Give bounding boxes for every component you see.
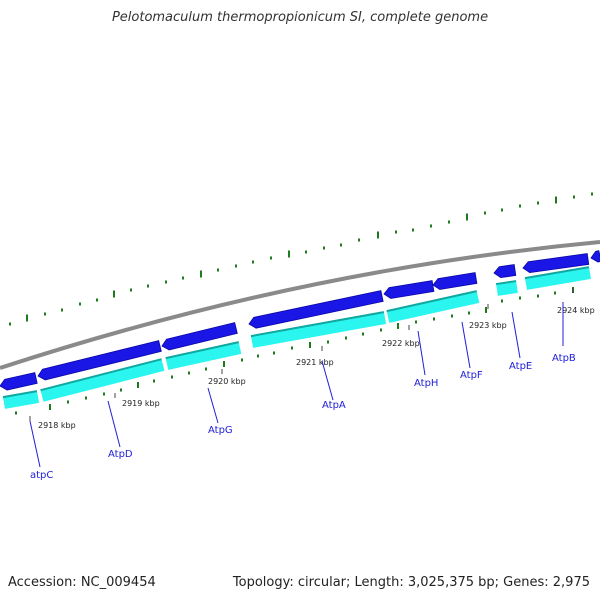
cds-bar-edge [495, 280, 517, 286]
gc-skew-ticks [9, 192, 593, 415]
cds-bar-edge [40, 358, 162, 392]
gene-label-atpd: AtpD [108, 449, 133, 460]
scale-ticks: 2918 kbp 2919 kbp 2920 kbp 2921 kbp 2922 kbp… [29, 288, 595, 430]
genome-backbone [0, 240, 600, 370]
scale-label: 2919 kbp [122, 399, 160, 408]
gene-label-atpc: atpC [30, 470, 53, 481]
gene-leader-line [417, 330, 426, 376]
cds-bar [496, 281, 518, 296]
cds-bar-edge [165, 341, 239, 360]
gene-arrow [37, 340, 162, 381]
cds-bar [386, 291, 480, 323]
cds-bar [40, 359, 165, 402]
gene-arrow [383, 280, 435, 299]
map-title: Pelotomaculum thermopropionicum SI, comp… [111, 10, 489, 25]
cds-bar-edge [2, 390, 38, 399]
topology-text: Topology: circular; Length: 3,025,375 bp… [232, 575, 590, 590]
gene-label-atpf: AtpF [460, 370, 483, 381]
gene-label-atpe: AtpE [509, 361, 532, 372]
cds-bar [524, 267, 592, 290]
cds-bar [250, 312, 387, 348]
scale-label: 2924 kbp [557, 306, 595, 315]
gene-arrow [0, 372, 38, 391]
gene-arrow [590, 250, 600, 263]
gene-leader-line [461, 321, 471, 369]
gene-leader-line [107, 400, 121, 448]
scale-label: 2921 kbp [296, 358, 334, 367]
cds-bar-edge [386, 290, 477, 313]
scale-label: 2922 kbp [382, 339, 420, 348]
cds-bar-edge [250, 311, 385, 338]
scale-label: 2920 kbp [208, 377, 246, 386]
gene-label-atpg: AtpG [208, 425, 233, 436]
gene-leader-line [29, 420, 41, 468]
scale-label: 2918 kbp [38, 421, 76, 430]
scale-label: 2923 kbp [469, 321, 507, 330]
gene-arrow [161, 322, 238, 351]
gene-label-atpa: AtpA [322, 400, 346, 411]
gene-labels: atpC AtpD AtpG AtpA AtpH AtpF AtpE AtpB [29, 302, 576, 481]
cds-bar-edge [524, 266, 590, 280]
accession-text: Accession: NC_009454 [8, 575, 156, 590]
feature-track [0, 250, 600, 409]
gene-leader-line [207, 387, 219, 424]
gene-arrow [248, 290, 384, 329]
gene-arrow [522, 253, 590, 274]
gene-arrow [493, 264, 517, 279]
gene-leader-line [511, 311, 521, 359]
gene-label-atph: AtpH [414, 378, 438, 389]
gene-label-atpb: AtpB [552, 353, 576, 364]
cds-bar [165, 342, 242, 370]
gene-leader-line [321, 360, 334, 401]
gene-arrow [432, 272, 478, 290]
